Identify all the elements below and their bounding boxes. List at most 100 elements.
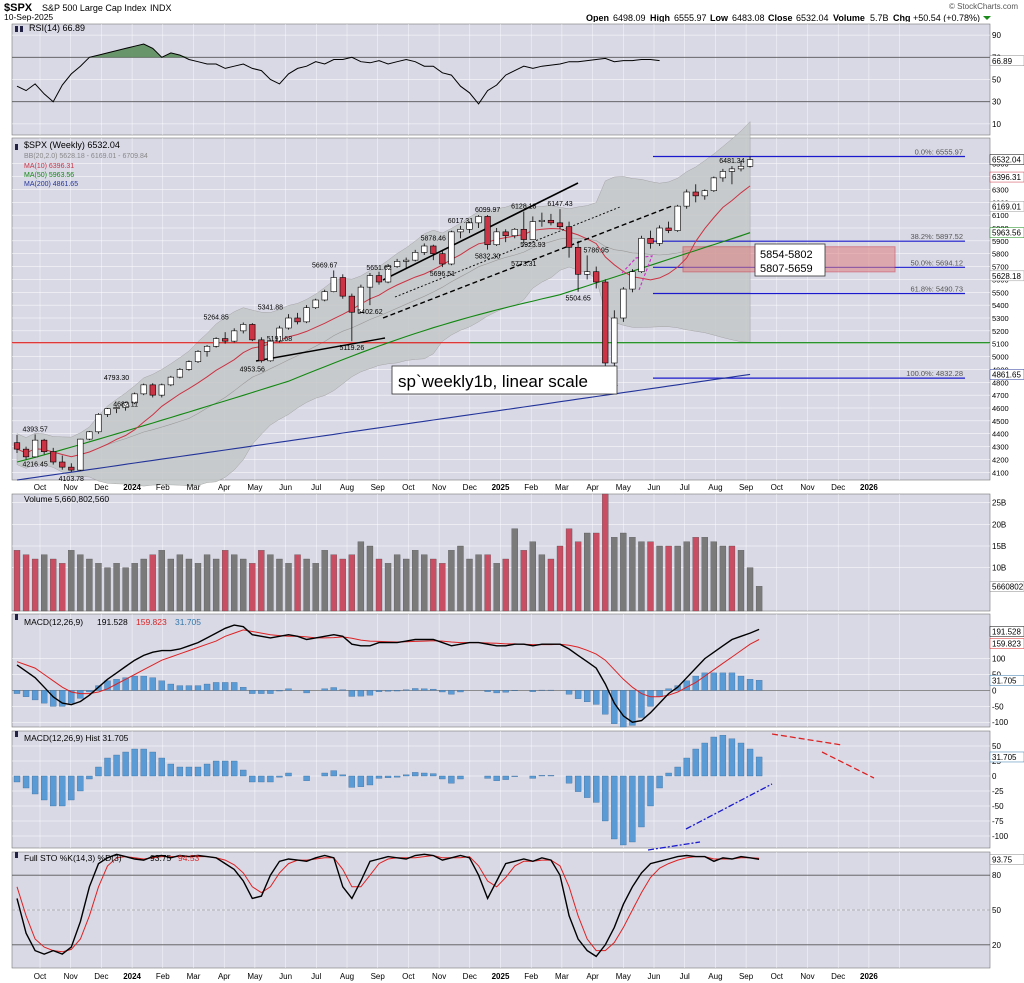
- chg-label: Chg: [893, 13, 911, 22]
- close-label: Close: [768, 13, 793, 22]
- macd-histogram-bar: [285, 688, 292, 691]
- x-axis-label-bottom: 2025: [492, 972, 510, 981]
- panel-menu-icon: [15, 26, 18, 32]
- annotation-box-title: sp`weekly1b, linear scale: [391, 365, 618, 395]
- x-axis-label-bottom: Jun: [648, 972, 661, 981]
- volume-bar: [755, 586, 763, 612]
- x-axis-label-bottom: Jul: [311, 972, 321, 981]
- candle-body: [638, 237, 645, 273]
- macd-histogram-bar: [728, 672, 736, 691]
- macd-hist-bar: [366, 775, 374, 786]
- chart-note-text: sp`weekly1b, linear scale: [398, 372, 588, 391]
- macd-right-label: 159.823: [992, 640, 1021, 649]
- candle-body: [511, 228, 518, 237]
- macd-right-label-bg: [989, 638, 1024, 649]
- panel-menu-icon: [15, 852, 18, 858]
- price-tick-label: 6300: [992, 185, 1009, 194]
- volume-bar: [221, 550, 229, 612]
- x-axis-label-bottom: Oct: [402, 972, 415, 981]
- volume-bar: [285, 563, 292, 612]
- chart-panels: 907050301066.896500640063006200610060005…: [11, 23, 1024, 981]
- volume-bar: [692, 537, 699, 612]
- macd-histogram-bar: [710, 672, 717, 691]
- macd-histogram-bar: [68, 690, 75, 704]
- macd-histogram-bar: [647, 690, 654, 707]
- x-axis-label: Nov: [64, 483, 78, 492]
- macd-hist-bar: [629, 775, 636, 843]
- candle-body: [149, 384, 156, 396]
- candle-body: [556, 222, 564, 228]
- macd-hist-bar: [701, 742, 708, 777]
- x-axis-label-bottom: Nov: [800, 972, 814, 981]
- candle-body: [737, 165, 745, 170]
- macd-histogram-bar: [86, 690, 93, 693]
- macd-hist-bar: [158, 757, 165, 777]
- x-axis-label: Mar: [187, 483, 201, 492]
- macd-hist-bar: [755, 756, 763, 777]
- macd-histogram-bar: [602, 690, 609, 715]
- candle-body: [167, 376, 174, 386]
- macd-hist-bar: [728, 738, 736, 777]
- price-point-label: 5191.68: [267, 336, 292, 343]
- x-axis-label: 2024: [123, 483, 141, 492]
- macd-hist-bar: [412, 772, 419, 777]
- macd-hist-bar: [167, 763, 175, 777]
- macd-histogram-bar: [366, 690, 374, 696]
- volume-bar: [737, 550, 745, 612]
- macd-tick-label: -50: [992, 702, 1004, 711]
- x-axis-label-bottom: Sep: [739, 972, 754, 981]
- candle-body: [475, 216, 482, 224]
- price-point-label: 5923.93: [520, 242, 545, 249]
- candle-body: [240, 324, 247, 332]
- macd-histogram-bar: [430, 688, 437, 691]
- macd-histogram-bar: [240, 687, 247, 691]
- macd-hist-bar: [439, 775, 446, 780]
- x-axis-label: Feb: [156, 483, 170, 492]
- volume-bar: [556, 545, 564, 612]
- macd-panel: 100 50 0 -50 -100 191.528 159.823 31.705: [11, 613, 1024, 728]
- price-tick-label: 5300: [992, 314, 1009, 323]
- price-tick-label: 5500: [992, 288, 1009, 297]
- volume-bar: [167, 558, 175, 612]
- volume-bar: [656, 545, 663, 612]
- x-axis-label-bottom: Apr: [586, 972, 599, 981]
- chart-note-box: [391, 365, 618, 395]
- candle-body: [710, 177, 717, 192]
- trend-channel-upper: [382, 182, 579, 281]
- sto-tick-label: 20: [992, 941, 1001, 950]
- macd-histogram-bar: [176, 685, 184, 691]
- price-point-label: 4682.11: [113, 401, 138, 408]
- price-tick-label: 5000: [992, 353, 1009, 362]
- divergence-line-blue: [685, 783, 773, 830]
- x-axis-label-bottom: Aug: [708, 972, 722, 981]
- x-axis-label-bottom: May: [247, 972, 262, 981]
- x-axis-label-bottom: Dec: [831, 972, 845, 981]
- candle-body: [366, 275, 374, 288]
- volume-bar: [158, 550, 165, 612]
- macd-hist-bar: [321, 772, 328, 777]
- macd-right-label-bg: [989, 626, 1024, 637]
- candle-body: [728, 168, 736, 172]
- rsi-line: [16, 43, 660, 105]
- price-point-label: 5651.62: [366, 265, 391, 272]
- rsi-panel: 907050301066.89: [11, 23, 1024, 136]
- volume-bar: [638, 541, 645, 612]
- macd-hist-bar: [104, 757, 111, 777]
- macd-histogram-bar: [113, 679, 120, 691]
- macd-hist-bar: [13, 775, 21, 783]
- x-axis-label: Oct: [771, 483, 784, 492]
- macd-legend-signal: 159.823: [136, 617, 167, 627]
- x-axis-label-bottom: Dec: [463, 972, 477, 981]
- macd-hist-bar: [593, 775, 600, 803]
- macd-histogram-bar: [59, 690, 66, 707]
- price-tick-label: 6100: [992, 211, 1009, 220]
- candle-body: [249, 324, 256, 341]
- volume-bar: [321, 550, 328, 612]
- candle-body: [502, 231, 509, 237]
- price-panel: 6500640063006200610060005900580057005600…: [11, 120, 1024, 487]
- panel-menu-icon: [15, 614, 18, 620]
- price-point-label: 5832.30: [475, 254, 500, 261]
- x-axis-label: Dec: [831, 483, 845, 492]
- macd-hist-bar: [303, 775, 310, 781]
- price-tick-label: 5800: [992, 250, 1009, 259]
